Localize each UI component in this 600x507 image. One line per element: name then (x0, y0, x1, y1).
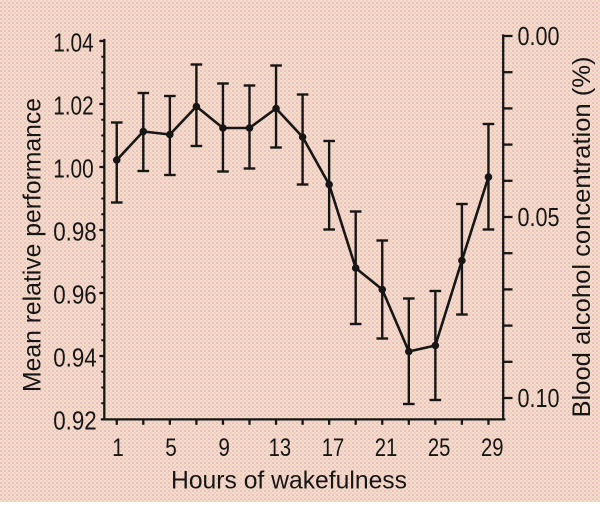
svg-text:1.04: 1.04 (53, 27, 93, 57)
svg-text:Hours of wakefulness: Hours of wakefulness (171, 467, 407, 495)
svg-text:0.98: 0.98 (53, 216, 96, 246)
svg-text:0.00: 0.00 (518, 21, 560, 51)
svg-text:1: 1 (112, 434, 124, 462)
svg-text:21: 21 (375, 434, 398, 462)
svg-text:9: 9 (218, 434, 230, 462)
svg-text:5: 5 (165, 434, 177, 462)
svg-text:25: 25 (428, 434, 451, 462)
svg-text:0.96: 0.96 (53, 279, 96, 309)
svg-text:0.92: 0.92 (53, 405, 96, 435)
svg-text:Mean relative performance: Mean relative performance (19, 98, 47, 392)
svg-text:0.10: 0.10 (518, 383, 560, 413)
svg-text:1.02: 1.02 (53, 90, 93, 120)
svg-text:29: 29 (481, 434, 504, 462)
svg-text:1.00: 1.00 (53, 153, 93, 183)
svg-text:17: 17 (322, 434, 345, 462)
svg-text:Blood alcohol concentration (%: Blood alcohol concentration (%) (568, 57, 596, 418)
svg-text:13: 13 (269, 434, 292, 462)
svg-text:0.94: 0.94 (53, 342, 96, 372)
svg-text:0.05: 0.05 (518, 202, 560, 232)
